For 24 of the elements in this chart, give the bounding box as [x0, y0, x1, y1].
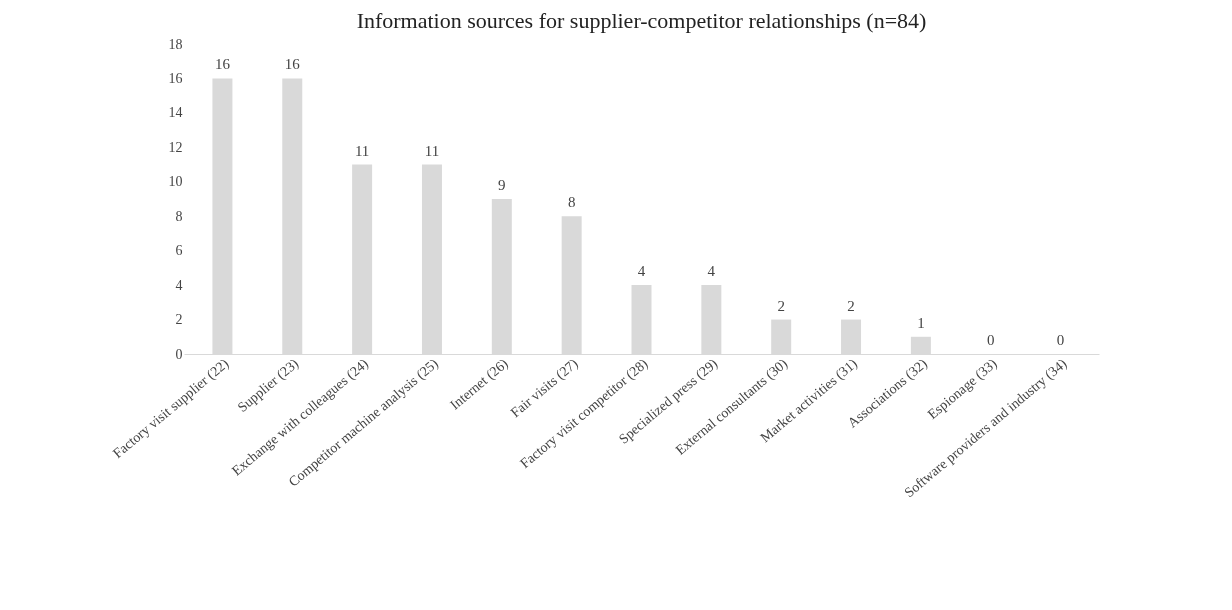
data-label: 4 — [637, 263, 646, 280]
y-tick-label: 2 — [175, 312, 183, 328]
data-label: 4 — [707, 263, 716, 280]
data-label: 16 — [214, 56, 231, 73]
y-tick-label: 18 — [168, 36, 183, 52]
y-tick-label: 14 — [168, 105, 183, 121]
data-label: 2 — [847, 297, 855, 314]
y-tick-label: 8 — [175, 208, 183, 224]
y-tick-label: 4 — [175, 277, 183, 293]
data-label: 11 — [424, 142, 440, 159]
data-label: 9 — [498, 177, 506, 193]
data-label: 1 — [917, 314, 925, 331]
data-label: 0 — [1056, 332, 1065, 348]
data-label: 16 — [284, 56, 301, 73]
y-tick-label: 10 — [168, 174, 183, 190]
data-label: 11 — [354, 142, 370, 159]
data-label: 2 — [777, 297, 785, 314]
y-tick-label: 6 — [175, 243, 183, 259]
data-label: 8 — [567, 194, 576, 211]
y-tick-label: 16 — [168, 70, 183, 86]
chart-title: Information sources for supplier-competitor relationships (n=84) — [356, 8, 927, 33]
y-tick-label: 0 — [175, 346, 183, 362]
y-tick-label: 12 — [168, 139, 183, 155]
data-label: 0 — [986, 332, 995, 348]
